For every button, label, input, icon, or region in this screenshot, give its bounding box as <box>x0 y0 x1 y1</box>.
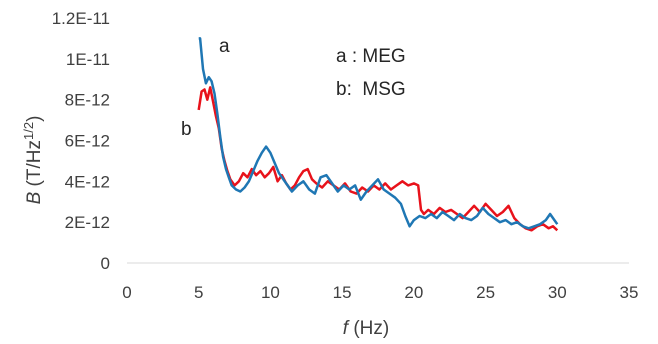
x-tick-label: 35 <box>620 283 639 302</box>
svg-text:B (T/Hz1/2): B (T/Hz1/2) <box>21 116 45 205</box>
y-tick-label: 1E-11 <box>66 50 110 69</box>
x-tick-label: 25 <box>476 283 495 302</box>
series-tag-a: a <box>219 36 230 57</box>
y-axis-ticks: 0 2E-12 4E-12 6E-12 8E-12 1E-11 1.2E-11 <box>52 9 110 273</box>
y-tick-label: 6E-12 <box>65 132 110 151</box>
x-tick-label: 20 <box>404 283 423 302</box>
series-lines <box>197 37 559 232</box>
x-tick-label: 10 <box>261 283 280 302</box>
x-tick-label: 30 <box>548 283 567 302</box>
series-tag-b: b <box>181 119 192 140</box>
x-tick-label: 5 <box>194 283 203 302</box>
y-tick-label: 8E-12 <box>65 91 110 110</box>
y-tick-label: 0 <box>101 254 110 273</box>
legend: a : MEG b: MSG <box>336 46 406 100</box>
y-tick-label: 4E-12 <box>65 172 110 191</box>
x-axis-title: f (Hz) <box>343 318 389 339</box>
series-line-b <box>197 86 559 232</box>
series-line-a <box>198 37 559 230</box>
y-tick-label: 2E-12 <box>65 213 110 232</box>
y-axis-title: B (T/Hz1/2) <box>21 116 45 205</box>
legend-entry-b: b: MSG <box>336 79 406 100</box>
x-tick-label: 15 <box>333 283 352 302</box>
svg-text:f (Hz): f (Hz) <box>343 318 389 339</box>
legend-entry-a: a : MEG <box>336 46 406 67</box>
y-tick-label: 1.2E-11 <box>52 9 110 28</box>
x-tick-label: 0 <box>122 283 131 302</box>
x-axis-ticks: 0 5 10 15 20 25 30 35 <box>122 283 638 302</box>
